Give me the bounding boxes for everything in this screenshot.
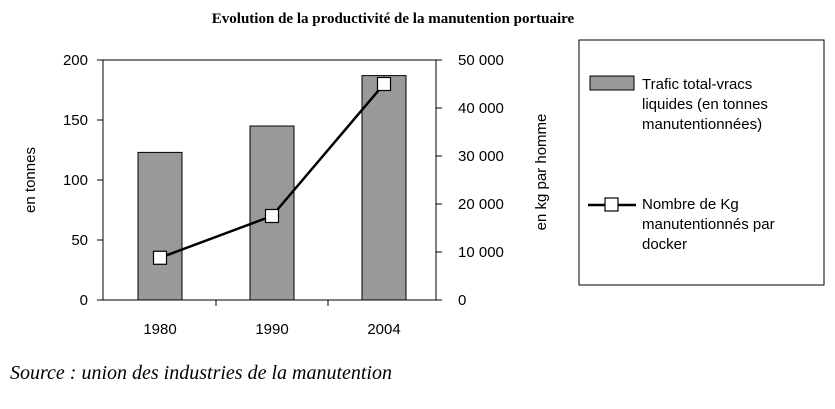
y-axis-title: en tonnes <box>22 147 39 213</box>
legend-bar-line-2: liquides (en tonnes <box>642 96 768 113</box>
legend-label-bars: Trafic total-vracs liquides (en tonnes m… <box>642 76 772 133</box>
legend-line-marker <box>604 197 619 212</box>
legend-bar-line-1: Trafic total-vracs <box>642 76 752 93</box>
bars <box>137 75 407 301</box>
legend-line-line-3: docker <box>642 236 687 253</box>
y2-tick-label: 20 000 <box>458 196 504 213</box>
y-tick-label: 100 <box>63 172 88 189</box>
y-tick-label: 0 <box>80 292 88 309</box>
x-tick-label: 1980 <box>143 321 176 338</box>
source-note: Source : union des industries de la manu… <box>10 362 392 384</box>
y2-tick-label: 30 000 <box>458 148 504 165</box>
line-point <box>264 208 280 224</box>
legend-label-line: Nombre de Kg manutentionnés par docker <box>642 196 779 253</box>
bar <box>137 151 183 301</box>
chart-title: Evolution de la productivité de la manut… <box>212 11 575 27</box>
y2-tick-label: 0 <box>458 292 466 309</box>
legend-line-line-2: manutentionnés par <box>642 216 775 233</box>
bar <box>361 75 407 301</box>
line-point <box>376 76 392 92</box>
line-point <box>152 250 168 265</box>
y2-axis-title: en kg par homme <box>533 114 550 231</box>
bar <box>249 125 295 301</box>
x-tick-label: 1990 <box>255 321 288 338</box>
legend-frame <box>578 39 825 286</box>
x-axis: 1980 1990 2004 <box>143 300 401 338</box>
legend-bar-line-3: manutentionnées) <box>642 116 762 133</box>
legend-line-line-1: Nombre de Kg <box>642 196 739 213</box>
left-axis: 0 50 100 150 200 <box>63 52 103 309</box>
line-series <box>152 76 392 265</box>
right-axis: 0 10 000 20 000 30 000 40 000 50 000 <box>436 52 504 309</box>
y-tick-label: 200 <box>63 52 88 69</box>
y-tick-label: 150 <box>63 112 88 129</box>
y2-tick-label: 40 000 <box>458 100 504 117</box>
legend-bar-swatch <box>589 75 635 91</box>
y2-tick-label: 50 000 <box>458 52 504 69</box>
y-tick-label: 50 <box>71 232 88 249</box>
x-tick-label: 2004 <box>367 321 400 338</box>
y2-tick-label: 10 000 <box>458 244 504 261</box>
legend: Trafic total-vracs liquides (en tonnes m… <box>578 39 825 286</box>
